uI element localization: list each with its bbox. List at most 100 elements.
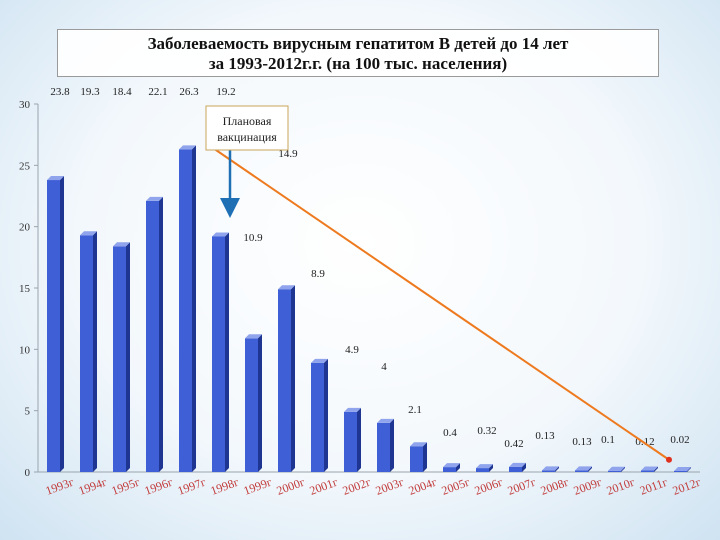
data-label: 4.9 [345,344,359,356]
bar-front [113,246,126,472]
bar [212,232,229,472]
bar-side [291,285,295,472]
data-label: 0.13 [535,430,555,442]
chart-title-line1: Заболеваемость вирусным гепатитом В дете… [147,34,569,53]
bar [311,358,328,472]
bar [113,242,130,472]
x-tick-label: 1998г [209,475,241,498]
bar-side [324,358,328,472]
bar-top [179,145,196,150]
bar-side [159,196,163,472]
data-label: 19.3 [80,86,100,98]
bar-side [225,232,229,472]
bar-front [179,149,192,473]
bars-group [47,145,691,473]
bar [410,442,427,472]
data-label: 10.9 [243,232,263,244]
x-tick-label: 2005г [440,475,472,498]
bar-side [423,442,427,472]
y-tick-label: 5 [25,406,31,418]
bar-top [608,466,625,471]
y-axis-ticks: 0 5 10 15 20 25 30 [19,99,38,479]
bar [641,466,658,472]
bar-side [687,467,691,472]
x-tick-label: 2002г [341,475,373,498]
bar-side [588,466,592,472]
y-tick-label: 15 [19,283,31,295]
bar-front [212,236,225,472]
bar-front [311,362,324,472]
data-label: 26.3 [179,86,199,98]
data-label: 0.32 [477,425,496,437]
bar [674,467,691,472]
x-tick-label: 1993г [44,475,76,498]
bar-side [621,466,625,472]
bar-top [410,442,427,447]
data-label: 0.02 [670,434,689,446]
bar-front [509,466,522,472]
bar-front [575,470,588,472]
bar-front [377,422,390,472]
x-tick-label: 2000г [275,475,307,498]
bar-top [245,334,262,339]
bar-top [443,463,460,468]
bar-front [47,180,60,472]
bar [476,464,493,472]
data-label: 23.8 [50,86,70,98]
bar-top [377,418,394,423]
bar-front [641,470,654,472]
bar-front [476,468,489,472]
bar-front [410,446,423,472]
bar-side [555,466,559,472]
trend-line [214,148,670,461]
bar [179,145,196,473]
vaccination-label-line2: вакцинация [217,130,277,144]
data-label: 2.1 [408,404,422,416]
bar-top [509,462,526,467]
bar [608,466,625,472]
bar-side [126,242,130,472]
bar-top [542,466,559,471]
x-tick-label: 2010г [605,475,637,498]
bar-front [344,411,357,472]
data-label: 14.9 [278,148,298,160]
data-labels: 23.8 19.3 18.4 22.1 26.3 19.2 10.9 14.9 8.9 4.9 4 2… [50,86,689,450]
bar [443,463,460,472]
bar-side [522,462,526,472]
bar-top [641,466,658,471]
bar-front [245,338,258,472]
chart-title-line2: за 1993-2012г.г. (на 100 тыс. населения) [208,54,508,73]
vaccination-label-box [205,105,289,151]
bar-top [212,232,229,237]
bar-top [311,358,328,363]
bar-top [344,407,361,412]
data-label: 4 [381,361,387,373]
bar-top [47,176,64,181]
bar [278,285,295,472]
y-tick-label: 20 [19,222,31,234]
bar-side [489,464,493,472]
bar-front [80,235,93,472]
bar-top [80,231,97,236]
x-tick-label: 1995г [110,475,142,498]
bar-front [443,467,456,472]
x-axis-labels: 1993г 1994г 1995г 1996г 1997г 1998г 1999г 2000г… [44,475,703,498]
bar-side [456,463,460,472]
bar-front [674,471,687,472]
x-tick-label: 1996г [143,475,175,498]
y-tick-label: 10 [19,344,31,356]
bar [377,418,394,472]
y-tick-label: 25 [19,160,31,172]
x-tick-label: 2001г [308,475,340,498]
data-label: 0.4 [443,427,457,439]
bar-front [146,200,159,472]
bar-front [278,289,291,472]
bar-top [575,466,592,471]
bar-side [390,418,394,472]
x-tick-label: 1997г [176,475,208,498]
bar [575,466,592,472]
bar-top [113,242,130,247]
bar-side [192,145,196,473]
y-tick-label: 30 [19,99,31,111]
bar-top [674,467,691,471]
